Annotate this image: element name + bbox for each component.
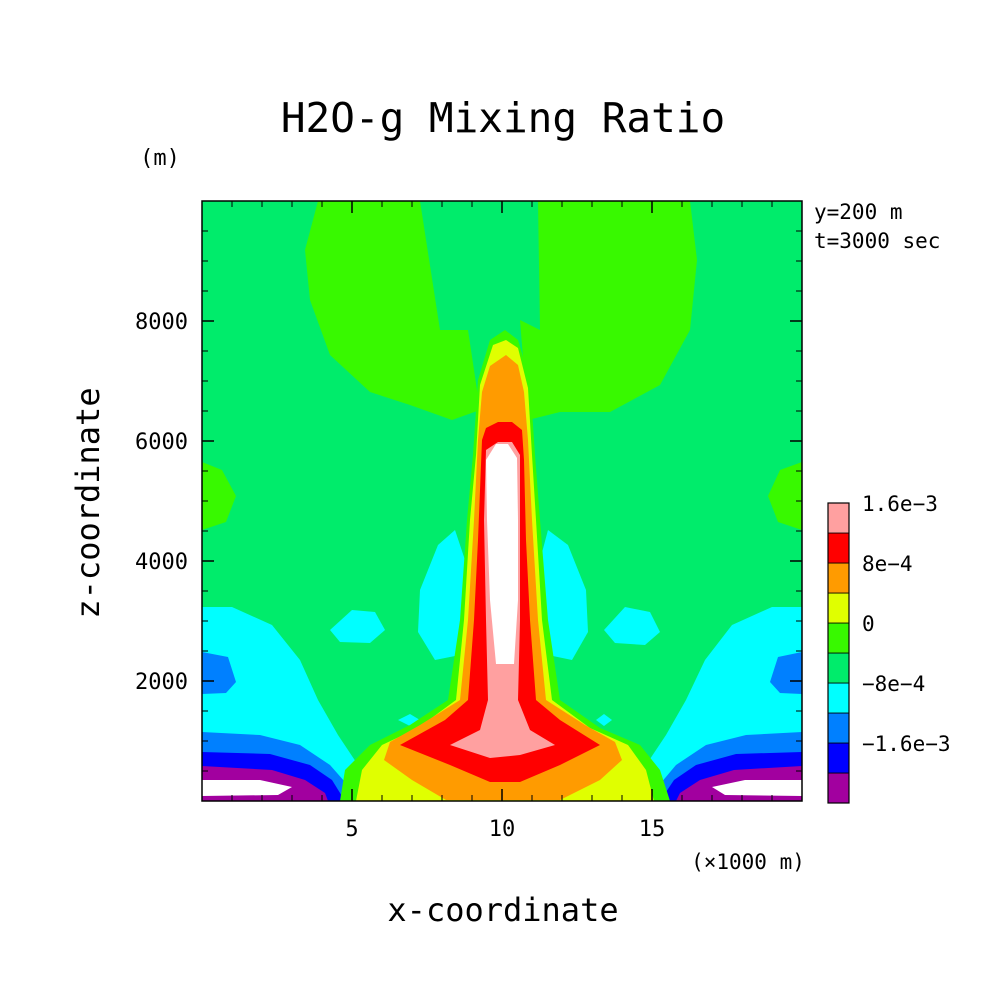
colorbar-label: 0 bbox=[862, 612, 875, 636]
time-annotation: y=200 m t=3000 sec bbox=[814, 200, 940, 253]
annotation-line-2: t=3000 sec bbox=[814, 229, 940, 253]
annotation-line-1: y=200 m bbox=[814, 200, 903, 224]
x-tick-labels: 5 10 15 bbox=[345, 817, 665, 842]
colorbar-swatch bbox=[827, 712, 850, 744]
x-tick-label: 15 bbox=[639, 817, 666, 842]
colorbar-frame bbox=[827, 502, 850, 804]
colorbar-swatch bbox=[827, 502, 850, 534]
contour-cyan-tiny-right bbox=[596, 714, 612, 726]
colorbar-swatch bbox=[827, 532, 850, 564]
colorbar-swatch bbox=[827, 652, 850, 684]
colorbar-swatch bbox=[827, 622, 850, 654]
x-tick-label: 5 bbox=[345, 817, 358, 842]
colorbar-swatch bbox=[827, 562, 850, 594]
colorbar-labels: −1.6e−3 −8e−4 0 8e−4 1.6e−3 bbox=[862, 492, 951, 756]
contour-side-blob-right bbox=[768, 462, 802, 530]
colorbar-legend bbox=[827, 502, 850, 804]
x-unit-label: (×1000 m) bbox=[691, 850, 805, 874]
contour-white-left-base bbox=[202, 780, 292, 796]
colorbar-label: 8e−4 bbox=[862, 552, 913, 576]
colorbar-swatch bbox=[827, 772, 850, 804]
contour-upper-greenyellow-right bbox=[520, 201, 697, 420]
major-ticks bbox=[202, 201, 802, 801]
contour-plume-white-core bbox=[486, 444, 518, 664]
contour-white-right-base bbox=[712, 780, 802, 796]
plot-area bbox=[202, 201, 802, 801]
y-unit-label: (m) bbox=[140, 146, 180, 171]
minor-ticks bbox=[202, 201, 802, 801]
chart-title: H2O-g Mixing Ratio bbox=[281, 94, 725, 142]
colorbar-label: −1.6e−3 bbox=[862, 732, 951, 756]
x-axis-label: x-coordinate bbox=[387, 891, 618, 929]
colorbar-swatch bbox=[827, 682, 850, 714]
y-tick-label: 2000 bbox=[135, 670, 188, 695]
contour-side-blob-left bbox=[202, 462, 236, 530]
contour-upper-greenyellow bbox=[305, 201, 480, 420]
contour-cyan-small-right bbox=[604, 607, 660, 645]
colorbar-swatch bbox=[827, 592, 850, 624]
y-tick-label: 8000 bbox=[135, 310, 188, 335]
x-tick-label: 10 bbox=[489, 817, 516, 842]
colorbar-label: 1.6e−3 bbox=[862, 492, 938, 516]
y-tick-label: 4000 bbox=[135, 550, 188, 575]
contour-cyan-small-left bbox=[330, 610, 385, 643]
colorbar-swatch bbox=[827, 742, 850, 774]
colorbar-label: −8e−4 bbox=[862, 672, 925, 696]
y-tick-label: 6000 bbox=[135, 430, 188, 455]
y-axis-label: z-coordinate bbox=[69, 387, 107, 618]
y-tick-labels: 2000 4000 6000 8000 bbox=[135, 310, 188, 695]
